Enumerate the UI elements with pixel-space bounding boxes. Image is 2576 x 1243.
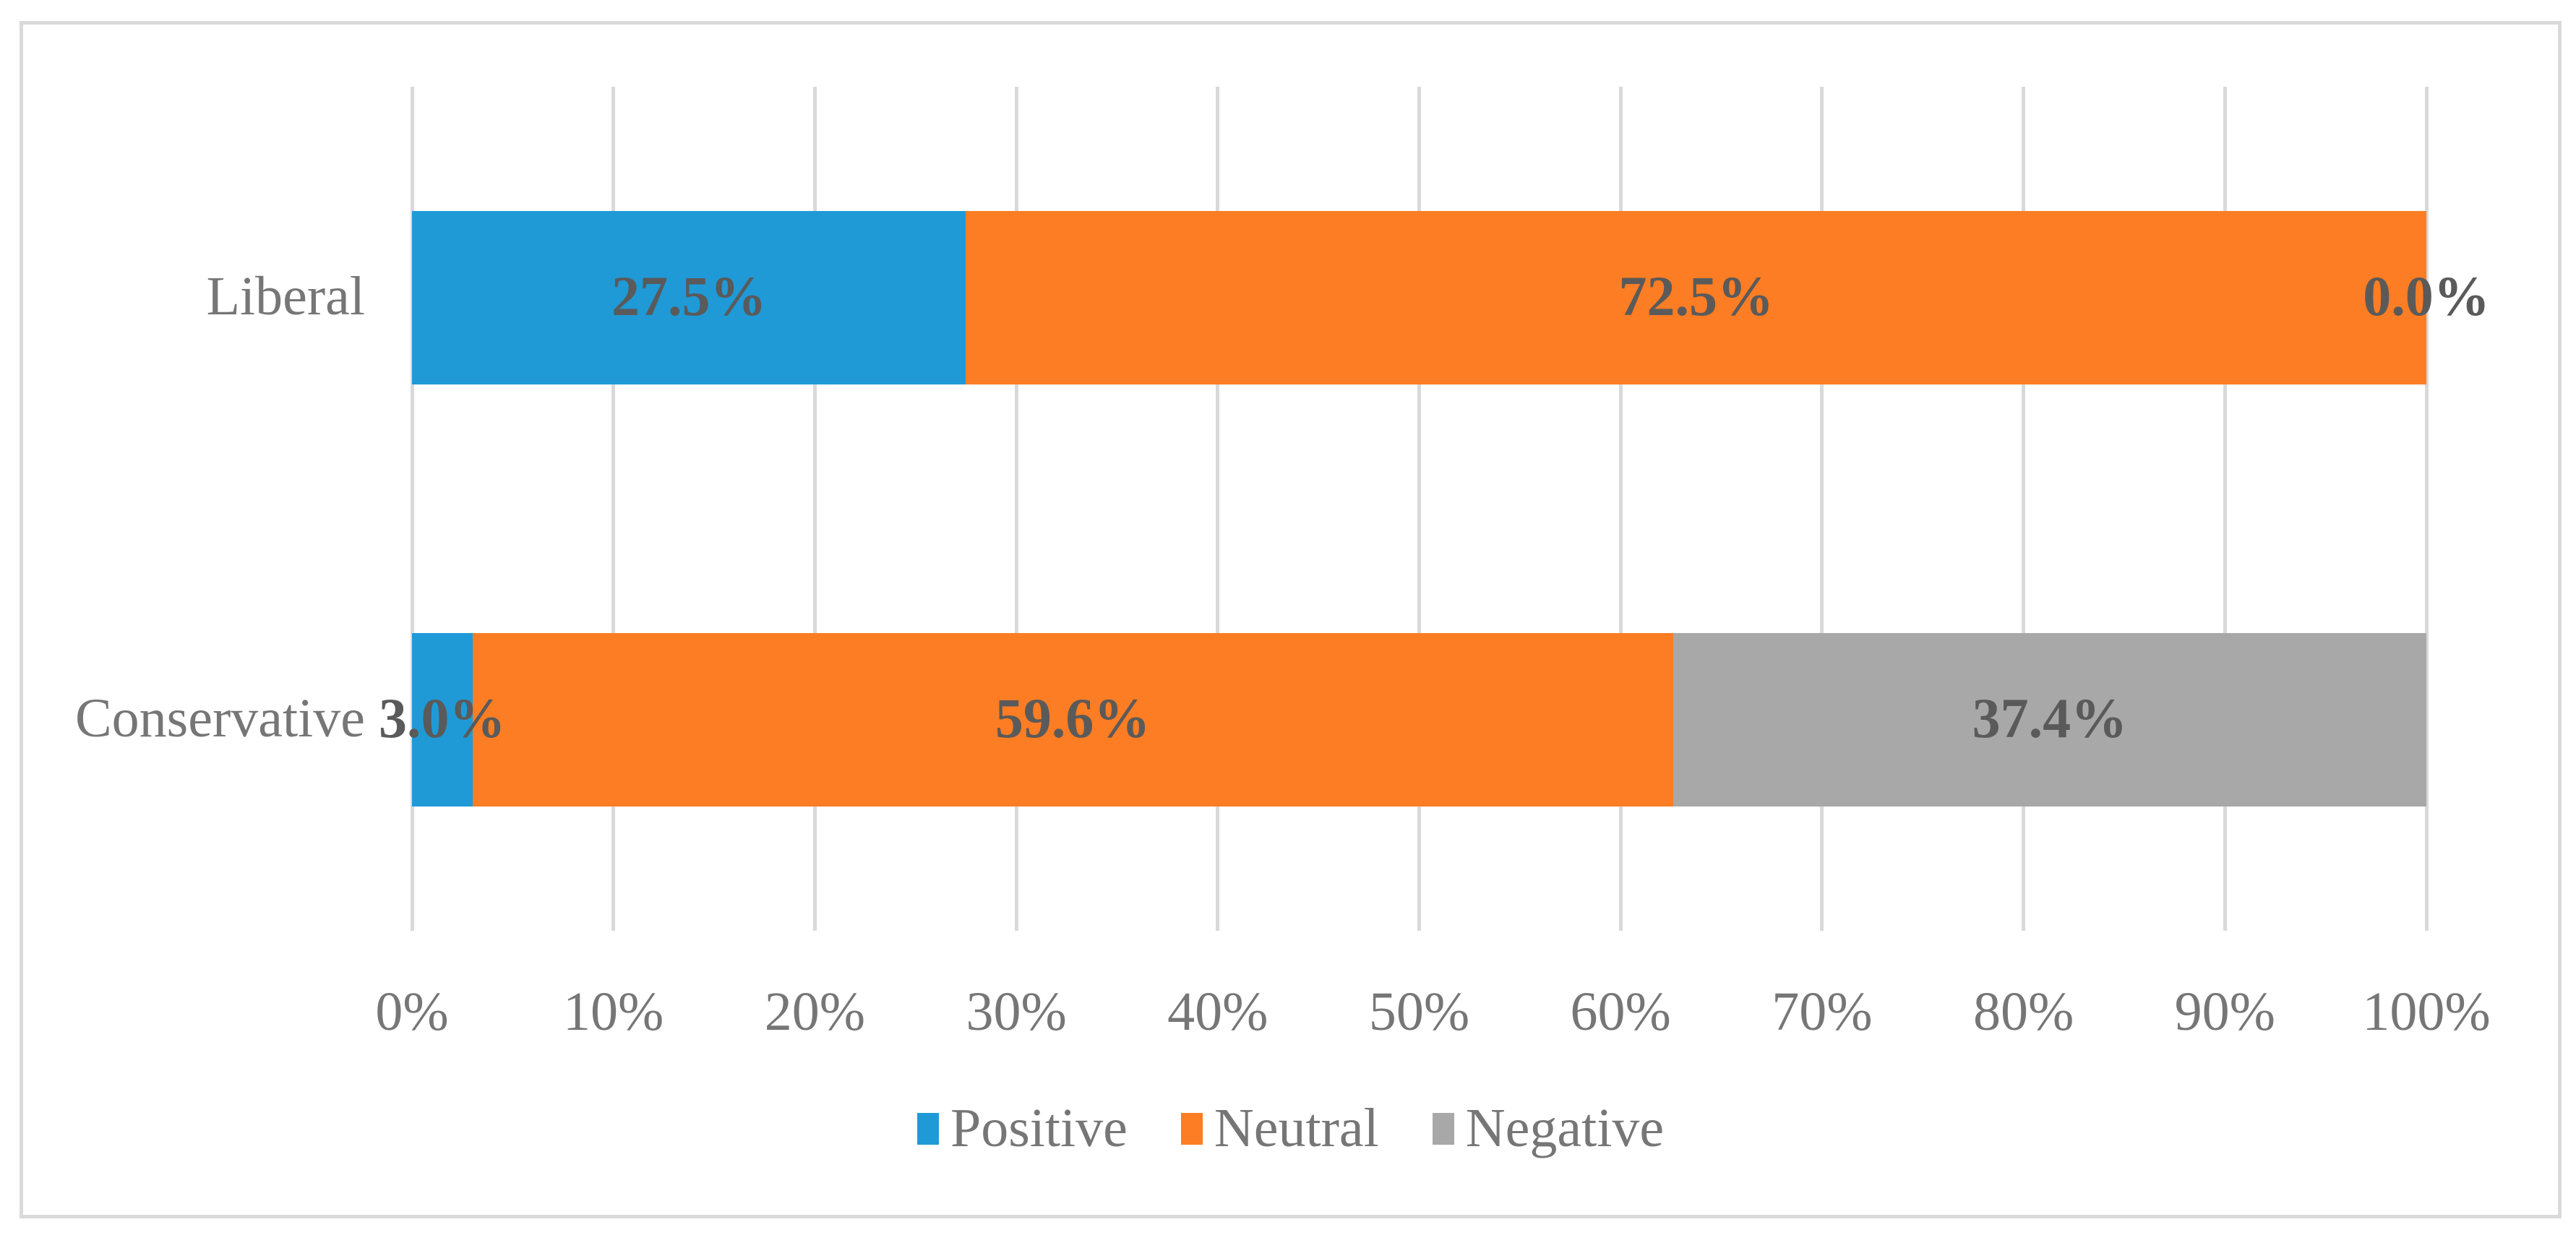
bars-layer [23, 25, 2558, 1215]
bar-liberal-positive [412, 211, 966, 384]
gridline-90% [2223, 87, 2227, 931]
x-tick-label-90%: 90% [2174, 981, 2275, 1042]
category-label-liberal: Liberal [206, 265, 365, 327]
x-tick-label-80%: 80% [1972, 981, 2074, 1042]
gridlines-layer [23, 25, 2558, 1215]
legend-item-positive: Positive [916, 1097, 1128, 1160]
x-tick-label-30%: 30% [966, 981, 1067, 1042]
gridline-30% [1014, 87, 1018, 931]
x-tick-label-70%: 70% [1772, 981, 1873, 1042]
legend-item-neutral: Neutral [1180, 1097, 1379, 1160]
data-label-conservative-negative: 37.4% [1972, 687, 2128, 750]
bar-conservative-negative [1673, 633, 2426, 807]
legend-swatch-neutral-icon [1180, 1112, 1203, 1145]
legend: Positive Neutral Negative [23, 1097, 2558, 1160]
data-label-liberal-positive: 27.5% [611, 264, 767, 328]
gridline-60% [1618, 87, 1623, 931]
gridline-50% [1417, 87, 1421, 931]
x-tick-label-60%: 60% [1570, 981, 1671, 1042]
x-tick-label-0%: 0% [375, 981, 449, 1042]
gridline-70% [1820, 87, 1824, 931]
bar-conservative-neutral [472, 633, 1673, 807]
x-tick-label-20%: 20% [764, 981, 866, 1042]
gridline-20% [812, 87, 817, 931]
gridline-10% [611, 87, 616, 931]
legend-label-negative: Negative [1465, 1098, 1665, 1158]
gridline-80% [2022, 87, 2026, 931]
data-label-liberal-neutral: 72.5% [1618, 264, 1774, 328]
legend-swatch-negative-icon [1432, 1112, 1454, 1145]
bar-conservative-positive [412, 633, 473, 807]
labels-layer: Liberal 27.5% 72.5% 0.0% Conservative 3.0% 59.… [23, 25, 2558, 1215]
data-label-liberal-negative: 0.0% [2363, 264, 2490, 328]
chart-frame: Liberal 27.5% 72.5% 0.0% Conservative 3.0% 59.… [20, 21, 2562, 1218]
bar-liberal-neutral [966, 211, 2426, 384]
x-tick-label-50%: 50% [1368, 981, 1470, 1042]
x-tick-label-100%: 100% [2362, 981, 2491, 1042]
gridline-0% [410, 87, 414, 931]
data-label-conservative-positive: 3.0% [379, 687, 506, 750]
category-label-conservative: Conservative [74, 687, 365, 749]
gridline-100% [2424, 87, 2429, 931]
legend-label-neutral: Neutral [1214, 1098, 1379, 1158]
data-label-conservative-neutral: 59.6% [995, 687, 1151, 750]
legend-swatch-positive-icon [916, 1112, 939, 1145]
x-tick-label-40%: 40% [1167, 981, 1268, 1042]
legend-label-positive: Positive [950, 1098, 1128, 1158]
x-tick-label-10%: 10% [563, 981, 664, 1042]
gridline-40% [1216, 87, 1220, 931]
legend-item-negative: Negative [1432, 1097, 1665, 1160]
x-axis-tick-labels: 0% 10% 20% 30% 40% 50% 60% 70% 80% 90% 100% [23, 25, 2558, 1215]
